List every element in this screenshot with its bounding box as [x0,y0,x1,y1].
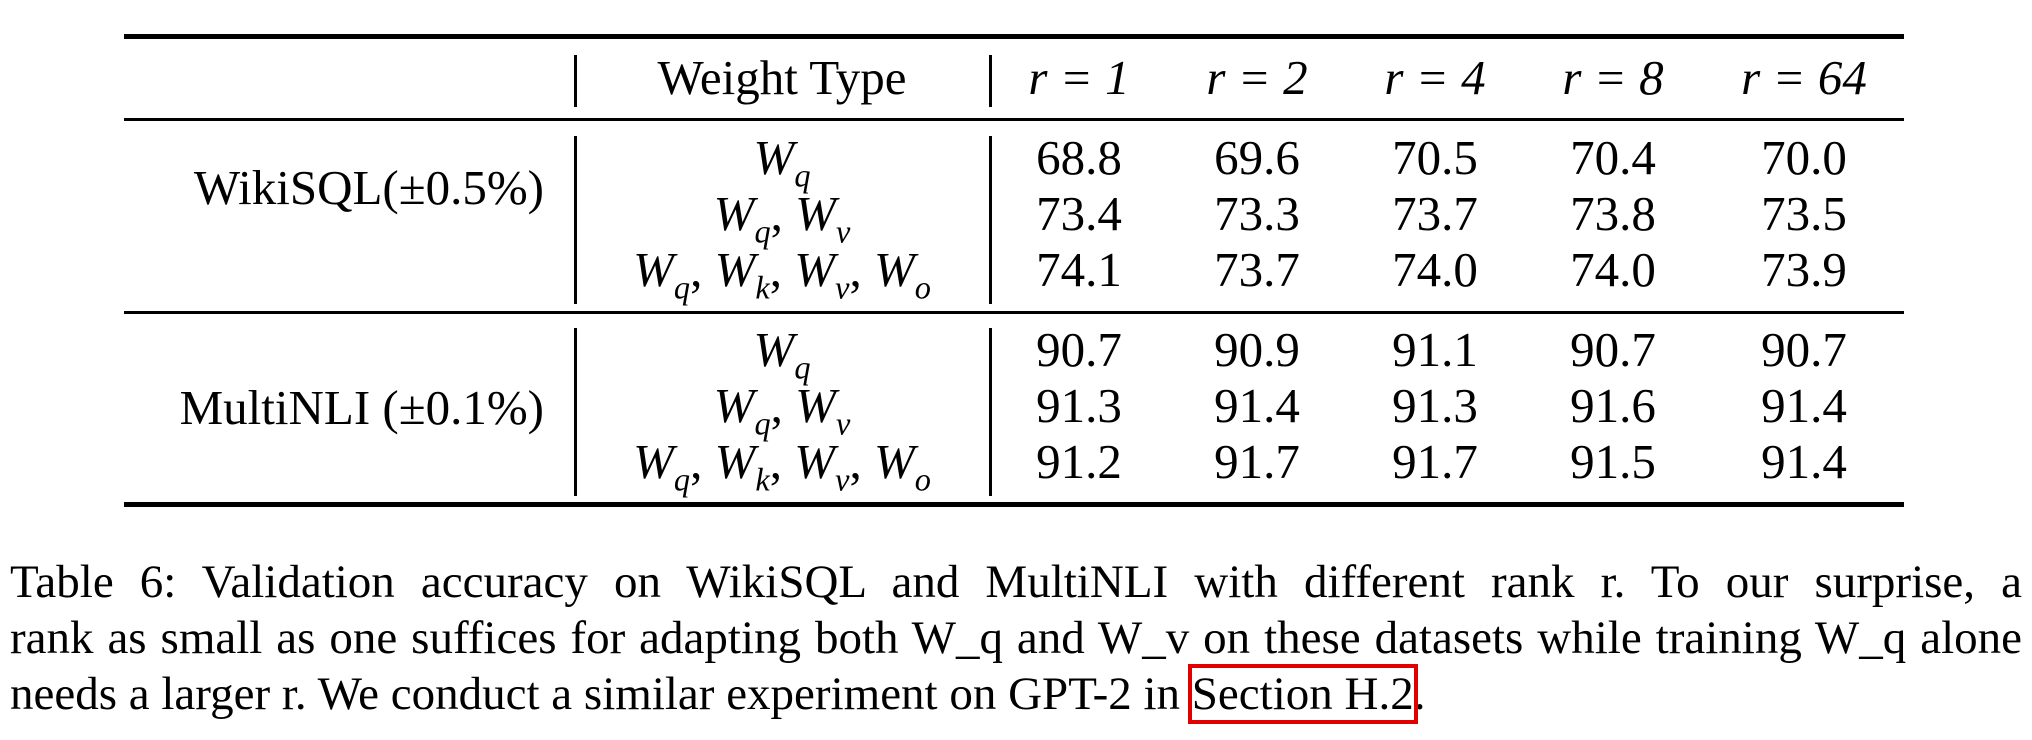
accuracy-cell: 70.5 [1392,130,1478,185]
accuracy-cell: 74.0 [1570,242,1656,297]
accuracy-cell: 90.9 [1214,322,1300,377]
column-divider-dataset [574,136,577,304]
column-divider-weights [989,55,992,107]
column-divider-dataset [574,328,577,496]
column-divider-weights [989,136,992,304]
header-rank: r = 1 [1028,50,1130,105]
dataset-label: MultiNLI (±0.1%) [179,380,544,435]
dataset-label: WikiSQL(±0.5%) [193,160,544,215]
header-rank: r = 64 [1741,50,1867,105]
weight-type-cell: Wq [753,130,811,194]
accuracy-cell: 91.4 [1761,378,1847,433]
weight-type-cell: Wq, Wv [713,378,851,442]
accuracy-cell: 70.4 [1570,130,1656,185]
accuracy-cell: 69.6 [1214,130,1300,185]
accuracy-cell: 73.8 [1570,186,1656,241]
column-divider-dataset [574,55,577,107]
weight-type-cell: Wq, Wv [713,186,851,250]
accuracy-cell: 91.2 [1036,434,1122,489]
header-rank: r = 2 [1206,50,1308,105]
table-top-rule [124,34,1904,39]
accuracy-cell: 91.5 [1570,434,1656,489]
accuracy-cell: 91.7 [1392,434,1478,489]
caption-text: . [1413,668,1426,720]
accuracy-cell: 91.3 [1392,378,1478,433]
weight-type-cell: Wq, Wk, Wv, Wo [633,434,931,498]
table-bottom-rule [124,502,1904,507]
accuracy-cell: 91.6 [1570,378,1656,433]
weight-type-cell: Wq [753,322,811,386]
accuracy-cell: 91.4 [1214,378,1300,433]
accuracy-cell: 91.4 [1761,434,1847,489]
weight-type-cell: Wq, Wk, Wv, Wo [633,242,931,306]
caption-line: needs a larger r. We conduct a similar e… [10,664,2022,724]
header-rank: r = 8 [1562,50,1664,105]
header-weight-type: Weight Type [657,50,907,105]
caption-line: Table 6: Validation accuracy on WikiSQL … [10,556,2022,608]
accuracy-cell: 73.7 [1392,186,1478,241]
accuracy-cell: 73.7 [1214,242,1300,297]
accuracy-cell: 91.7 [1214,434,1300,489]
accuracy-cell: 74.1 [1036,242,1122,297]
accuracy-cell: 91.3 [1036,378,1122,433]
caption-text: needs a larger r. We conduct a similar e… [10,668,1192,720]
accuracy-cell: 73.5 [1761,186,1847,241]
accuracy-cell: 90.7 [1036,322,1122,377]
accuracy-cell: 90.7 [1761,322,1847,377]
accuracy-cell: 91.1 [1392,322,1478,377]
section-reference-link[interactable]: Section H.2 [1187,664,1418,724]
accuracy-cell: 73.3 [1214,186,1300,241]
accuracy-cell: 73.9 [1761,242,1847,297]
caption-line: rank as small as one suffices for adapti… [10,612,2022,664]
header-rank: r = 4 [1384,50,1486,105]
table-group-separator [124,311,1904,314]
table-header-rule [124,118,1904,121]
accuracy-cell: 73.4 [1036,186,1122,241]
accuracy-cell: 90.7 [1570,322,1656,377]
accuracy-cell: 70.0 [1761,130,1847,185]
accuracy-cell: 74.0 [1392,242,1478,297]
table-caption: Table 6: Validation accuracy on WikiSQL … [10,554,2022,724]
column-divider-weights [989,328,992,496]
accuracy-cell: 68.8 [1036,130,1122,185]
